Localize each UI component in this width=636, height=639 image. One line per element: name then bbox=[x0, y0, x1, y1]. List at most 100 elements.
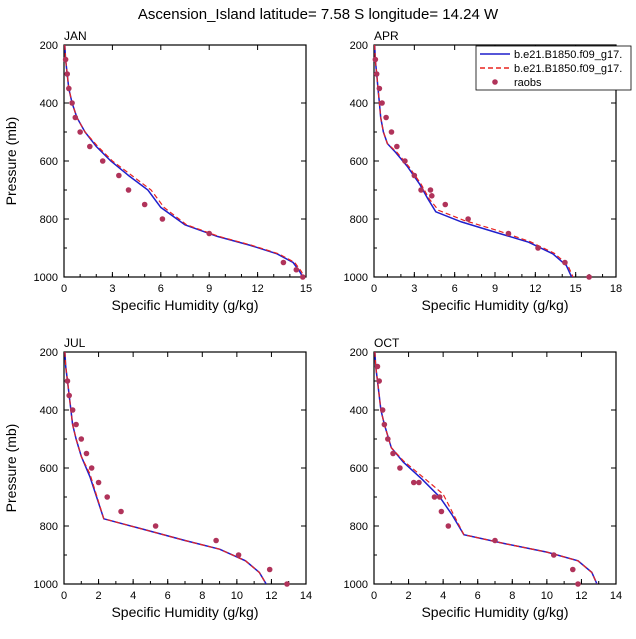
y-tick-label: 800 bbox=[350, 521, 368, 533]
raobs-point bbox=[383, 114, 389, 121]
raobs-point bbox=[69, 100, 75, 106]
x-tick-label: 15 bbox=[570, 283, 582, 295]
raobs-point bbox=[69, 407, 76, 413]
y-tick-label: 200 bbox=[350, 347, 368, 359]
raobs-point bbox=[99, 158, 106, 164]
x-tick-label: 12 bbox=[529, 283, 541, 295]
raobs-point bbox=[299, 274, 306, 280]
x-tick-label: 14 bbox=[300, 590, 312, 602]
y-tick-label: 600 bbox=[40, 156, 58, 168]
x-tick-label: 6 bbox=[158, 283, 164, 295]
raobs-point bbox=[586, 274, 592, 280]
x-tick-label: 4 bbox=[130, 590, 136, 602]
raobs-point bbox=[445, 523, 452, 529]
y-axis-label: Pressure (mb) bbox=[3, 424, 19, 513]
raobs-point bbox=[429, 193, 435, 199]
raobs-point bbox=[64, 71, 71, 77]
y-tick-label: 600 bbox=[40, 463, 58, 475]
x-tick-label: 0 bbox=[371, 590, 377, 602]
legend-label: b.e21.B1850.f09_g17. bbox=[514, 49, 622, 61]
y-tick-label: 800 bbox=[40, 521, 58, 533]
raobs-point bbox=[562, 259, 568, 266]
x-tick-label: 6 bbox=[452, 283, 458, 295]
panel-apr: APR 0 3 6 9 12 15 18 200 400 600 800 1000 Specific Hu… bbox=[344, 29, 623, 313]
x-tick-label: 2 bbox=[96, 590, 102, 602]
x-tick-label: 12 bbox=[265, 590, 277, 602]
raobs-point bbox=[381, 421, 388, 428]
y-tick-label: 400 bbox=[350, 98, 368, 110]
raobs-point bbox=[293, 266, 300, 273]
raobs-point bbox=[235, 552, 242, 558]
raobs-point bbox=[64, 378, 71, 384]
raobs-point bbox=[416, 479, 422, 486]
raobs-point bbox=[95, 479, 102, 486]
panel-label: APR bbox=[374, 29, 399, 43]
raobs-point bbox=[410, 479, 417, 486]
y-tick-label: 1000 bbox=[34, 579, 58, 591]
y-tick-label: 1000 bbox=[344, 579, 368, 591]
raobs-point bbox=[213, 537, 219, 544]
raobs-point bbox=[152, 523, 159, 529]
x-tick-label: 15 bbox=[300, 283, 312, 295]
x-tick-label: 12 bbox=[251, 283, 263, 295]
x-axis-label: Specific Humidity (g/kg) bbox=[421, 297, 568, 313]
y-tick-label: 200 bbox=[40, 40, 58, 52]
plot-area bbox=[374, 352, 598, 584]
raobs-point bbox=[575, 581, 581, 587]
panel-label: OCT bbox=[374, 336, 400, 350]
panel-oct: OCT 0 2 4 6 8 10 12 14 200 400 600 800 1000 Specific H… bbox=[344, 336, 623, 620]
raobs-point bbox=[442, 201, 449, 208]
y-axis-label: Pressure (mb) bbox=[3, 117, 19, 206]
raobs-point bbox=[390, 450, 396, 457]
raobs-point bbox=[379, 100, 385, 106]
x-axis-label: Specific Humidity (g/kg) bbox=[111, 604, 258, 620]
raobs-point bbox=[431, 494, 438, 500]
raobs-point bbox=[438, 508, 445, 515]
x-tick-label: 12 bbox=[575, 590, 587, 602]
raobs-point bbox=[379, 407, 386, 413]
x-tick-label: 0 bbox=[61, 590, 67, 602]
x-tick-label: 6 bbox=[165, 590, 171, 602]
x-axis-label: Specific Humidity (g/kg) bbox=[421, 604, 568, 620]
raobs-point bbox=[394, 143, 400, 150]
raobs-point bbox=[535, 245, 541, 251]
raobs-point bbox=[62, 56, 69, 63]
figure-title: Ascension_Island latitude= 7.58 S longit… bbox=[138, 6, 499, 23]
raobs-point bbox=[83, 450, 90, 457]
raobs-point bbox=[280, 259, 287, 266]
x-tick-label: 18 bbox=[610, 283, 622, 295]
y-tick-label: 200 bbox=[40, 347, 58, 359]
raobs-point bbox=[87, 143, 93, 150]
x-tick-label: 3 bbox=[411, 283, 417, 295]
y-tick-label: 1000 bbox=[34, 272, 58, 284]
raobs-point bbox=[492, 537, 498, 544]
raobs-point bbox=[73, 421, 79, 428]
raobs-point bbox=[206, 230, 212, 237]
raobs-point bbox=[376, 85, 383, 92]
x-tick-label: 3 bbox=[109, 283, 115, 295]
raobs-point bbox=[376, 378, 382, 384]
panel-jul: JUL 0 2 4 6 8 10 12 14 200 400 600 800 1000 Specific H… bbox=[3, 336, 312, 620]
x-tick-label: 9 bbox=[492, 283, 498, 295]
raobs-point bbox=[397, 465, 403, 471]
raobs-point bbox=[116, 172, 122, 179]
x-tick-label: 14 bbox=[610, 590, 622, 602]
x-tick-label: 0 bbox=[61, 283, 67, 295]
model-series-solid-line bbox=[64, 352, 267, 584]
y-tick-label: 600 bbox=[350, 156, 368, 168]
raobs-point bbox=[436, 494, 443, 500]
panel-label: JUL bbox=[64, 336, 86, 350]
raobs-point bbox=[141, 201, 148, 208]
panel-jan: JAN 0 3 6 9 12 15 200 400 600 800 1000 Specific Humi… bbox=[3, 29, 312, 313]
raobs-point bbox=[77, 129, 83, 135]
legend: b.e21.B1850.f09_g17. b.e21.B1850.f09_g17.… bbox=[475, 45, 632, 91]
raobs-point bbox=[372, 56, 379, 63]
x-tick-label: 4 bbox=[440, 590, 446, 602]
panel-label: JAN bbox=[64, 29, 87, 43]
plot-area bbox=[64, 352, 267, 584]
x-tick-label: 8 bbox=[199, 590, 205, 602]
raobs-point bbox=[465, 216, 471, 222]
legend-label: raobs bbox=[514, 77, 542, 89]
raobs-point bbox=[104, 494, 111, 500]
